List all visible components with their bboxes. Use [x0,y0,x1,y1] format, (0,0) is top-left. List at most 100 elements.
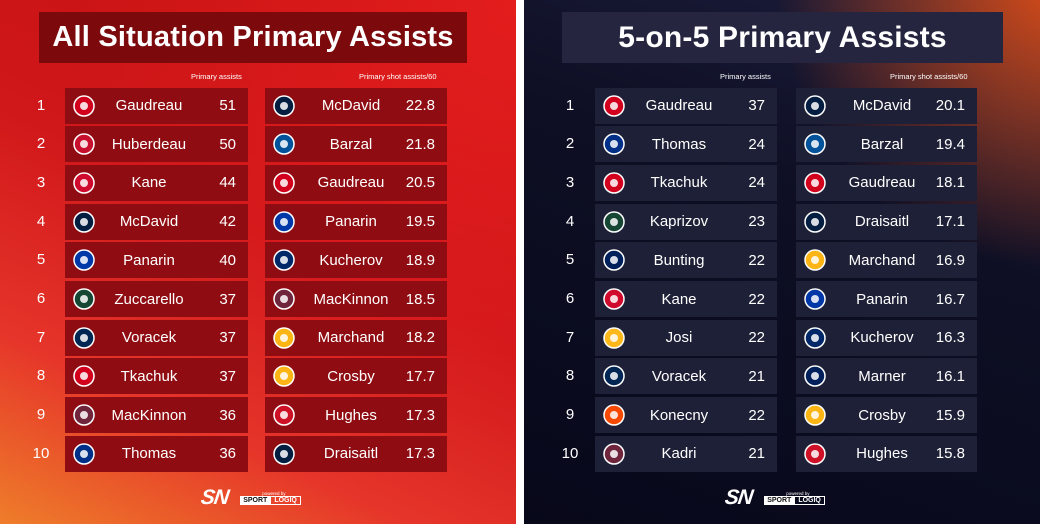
oilers-logo-icon [804,210,826,233]
player-name: Marchand [317,329,385,347]
panthers-logo-icon [73,133,95,155]
player-name: Thomas [651,135,707,153]
shot-assists-row: Gaudreau 18.1 [796,164,977,201]
avalanche-logo-icon [273,288,295,310]
oilers-logo-icon [804,94,826,117]
primary-assists-row: Thomas 36 [65,435,248,472]
shot-assists-header: Primary shot assists/60 [890,72,968,81]
stat-value: 17.3 [405,406,435,424]
player-name: Kaprizov [649,213,709,231]
sportlogiq-logo: powered by SPORT LOGIQ [764,491,825,505]
primary-assists-row: Zuccarello 37 [65,281,248,317]
footer: SN powered by SPORT LOGIQ [199,486,301,510]
maple-leafs-logo-icon [603,249,625,272]
shot-assists-row: Hughes 17.3 [265,397,447,434]
stat-value: 22 [748,329,765,347]
stat-value: 42 [219,213,236,231]
rank-number: 1 [565,96,575,114]
flames-logo-icon [273,172,295,194]
stat-value: 16.1 [935,367,965,385]
primary-assists-row: Thomas 24 [595,126,777,163]
lightning-logo-icon [804,326,826,349]
shot-assists-row: Kucherov 16.3 [796,319,977,356]
rangers-logo-icon [73,249,95,272]
primary-assists-row: Kadri 21 [595,435,777,472]
shot-assists-row: Draisaitl 17.1 [796,203,977,240]
stat-value: 51 [219,97,236,114]
shot-assists-row: Hughes 15.8 [796,435,977,472]
primary-assists-row: Panarin 40 [65,242,248,279]
player-name: Gaudreau [848,174,916,192]
rank-number: 6 [565,290,575,307]
rank-number: 2 [36,135,46,153]
player-name: Crosby [327,367,375,385]
oilers-logo-icon [273,94,295,117]
stat-value: 24 [748,174,765,192]
stat-value: 36 [219,406,236,424]
devils-logo-icon [273,404,295,426]
rank-number: 9 [565,406,575,424]
five-on-five-panel: 5-on-5 Primary Assists Primary assists P… [524,0,1040,524]
primary-assists-row: Tkachuk 37 [65,358,248,395]
shot-assists-row: Gaudreau 20.5 [265,164,447,201]
stat-value: 19.5 [405,213,435,231]
player-name: Panarin [325,213,377,231]
player-name: Hughes [856,445,908,463]
primary-assists-row: Josi 22 [595,319,777,356]
stat-value: 37 [219,367,236,385]
player-name: Barzal [329,135,373,153]
blackhawks-logo-icon [603,288,625,310]
primary-assists-row: MacKinnon 36 [65,397,248,434]
stat-value: 17.7 [405,367,435,385]
shot-assists-row: Draisaitl 17.3 [265,435,447,472]
player-name: Gaudreau [645,97,713,114]
player-name: Konecny [649,406,709,424]
stat-value: 21.8 [405,135,435,153]
stat-value: 23 [748,213,765,231]
blue-jackets-logo-icon [603,365,625,388]
stat-value: 17.3 [405,445,435,463]
primary-assists-row: Konecny 22 [595,397,777,434]
blackhawks-logo-icon [73,172,95,194]
shot-assists-row: McDavid 20.1 [796,87,977,124]
rank-number: 5 [565,251,575,269]
shot-assists-header: Primary shot assists/60 [359,72,437,81]
flames-logo-icon [73,365,95,388]
stat-value: 22 [748,290,765,308]
player-name: Kucherov [850,329,914,347]
stat-value: 21 [748,445,765,463]
stat-value: 17.1 [935,213,965,231]
primary-assists-row: McDavid 42 [65,203,248,240]
flames-logo-icon [73,94,95,117]
rank-number: 4 [36,212,46,230]
oilers-logo-icon [73,210,95,233]
stat-value: 20.1 [935,97,965,114]
player-name: Gaudreau [317,174,385,192]
sportsnet-logo: SN [723,486,754,509]
flames-logo-icon [603,94,625,117]
primary-assists-row: Gaudreau 51 [65,87,248,124]
stat-value: 22 [748,251,765,269]
shot-assists-row: Barzal 21.8 [265,126,447,163]
primary-assists-row: Kaprizov 23 [595,203,777,240]
rank-number: 1 [36,96,46,114]
player-name: MacKinnon [313,290,389,308]
rank-number: 2 [565,135,575,153]
rank-number: 8 [565,367,575,385]
stat-value: 37 [748,97,765,114]
rank-number: 3 [36,173,46,191]
player-name: Marner [858,367,906,385]
stat-value: 37 [219,329,236,347]
panel-title: All Situation Primary Assists [39,12,467,63]
avalanche-logo-icon [603,443,625,465]
penguins-logo-icon [804,404,826,426]
predators-logo-icon [603,326,625,349]
primary-assists-header: Primary assists [191,72,242,81]
rank-number: 9 [36,406,46,424]
stat-value: 15.8 [935,445,965,463]
player-name: Bunting [653,251,705,269]
player-name: Huberdeau [111,135,187,153]
stat-value: 24 [748,135,765,153]
shot-assists-row: McDavid 22.8 [265,87,447,124]
player-name: McDavid [321,97,381,114]
